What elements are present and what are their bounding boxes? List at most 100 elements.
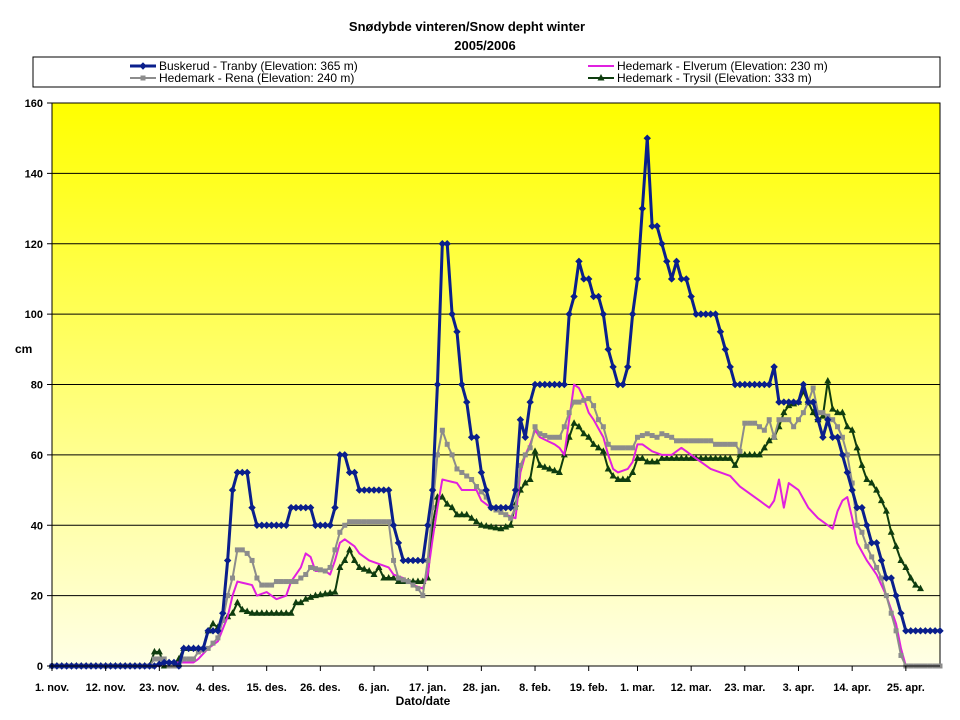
data-point xyxy=(526,398,534,406)
data-point xyxy=(209,627,217,635)
data-point xyxy=(614,380,622,389)
data-point xyxy=(384,486,393,494)
data-point xyxy=(434,452,440,458)
data-point xyxy=(477,521,485,528)
data-point xyxy=(508,515,514,521)
data-point xyxy=(511,486,520,494)
data-point xyxy=(838,451,847,459)
data-point xyxy=(516,415,525,424)
data-point xyxy=(624,475,632,483)
data-point xyxy=(761,427,767,433)
x-tick-label: 19. feb. xyxy=(570,682,608,694)
data-point xyxy=(780,398,788,406)
data-point xyxy=(726,363,734,371)
data-point xyxy=(843,422,851,430)
data-point xyxy=(575,257,583,266)
x-tick-label: 28. jan. xyxy=(463,682,500,694)
data-point xyxy=(765,380,773,389)
data-point xyxy=(677,275,686,283)
data-point xyxy=(829,405,837,412)
data-point xyxy=(555,468,563,475)
data-point xyxy=(292,503,300,512)
data-point xyxy=(438,240,447,248)
data-point xyxy=(472,517,480,525)
data-point xyxy=(786,417,792,423)
data-point xyxy=(277,609,285,616)
data-point xyxy=(346,545,354,553)
data-point xyxy=(609,363,617,371)
data-point xyxy=(316,521,325,529)
data-point xyxy=(854,522,860,528)
data-point xyxy=(307,593,315,600)
data-point xyxy=(921,627,930,635)
y-tick-label: 20 xyxy=(31,591,43,603)
data-point xyxy=(311,521,320,529)
data-point xyxy=(916,627,925,635)
data-point xyxy=(345,468,354,477)
data-point xyxy=(844,452,850,458)
data-point xyxy=(673,454,681,461)
data-point xyxy=(366,519,372,525)
data-point xyxy=(342,522,348,528)
data-point xyxy=(448,310,456,318)
data-point xyxy=(619,475,627,483)
data-point xyxy=(405,579,411,585)
x-axis-label: Dato/date xyxy=(396,694,451,708)
data-point xyxy=(229,609,237,616)
data-point xyxy=(692,310,700,318)
data-point xyxy=(599,447,607,454)
data-point xyxy=(839,434,845,440)
data-point xyxy=(370,486,378,494)
data-point xyxy=(497,524,505,532)
data-point xyxy=(272,521,281,529)
data-point xyxy=(233,468,242,477)
data-point xyxy=(423,521,432,529)
data-point xyxy=(585,433,593,440)
data-point xyxy=(643,134,651,142)
data-point xyxy=(555,380,564,389)
data-point xyxy=(863,521,871,529)
data-point xyxy=(687,454,695,461)
data-point xyxy=(352,519,358,525)
data-point xyxy=(898,652,904,658)
data-point xyxy=(878,575,884,581)
x-tick-label: 4. des. xyxy=(196,682,230,694)
data-point xyxy=(589,292,598,301)
data-point xyxy=(887,528,895,535)
data-point xyxy=(571,399,577,405)
data-point xyxy=(849,480,855,486)
data-point xyxy=(410,582,416,588)
data-point xyxy=(902,563,910,570)
data-point xyxy=(576,399,582,405)
data-point xyxy=(487,503,495,512)
data-point xyxy=(375,563,383,570)
data-point xyxy=(425,557,431,563)
data-point xyxy=(907,574,915,581)
data-point xyxy=(799,380,808,389)
data-point xyxy=(277,521,286,529)
data-point xyxy=(707,454,715,461)
data-point xyxy=(238,468,246,477)
data-point xyxy=(326,588,334,596)
data-point xyxy=(556,434,562,440)
data-point xyxy=(317,567,323,573)
data-point xyxy=(513,505,519,511)
data-point xyxy=(658,240,666,248)
data-point xyxy=(858,503,866,512)
data-point xyxy=(638,454,646,461)
data-point xyxy=(381,519,387,525)
data-point xyxy=(936,627,944,635)
x-tick-labels: 1. nov. 12. nov. 23. nov. 4. des. 15. des. 26… xyxy=(35,682,925,694)
data-point xyxy=(537,431,543,437)
data-point xyxy=(459,469,465,475)
data-point xyxy=(389,521,398,529)
data-point xyxy=(312,566,318,572)
data-point xyxy=(360,486,368,494)
data-point xyxy=(415,586,421,592)
data-point xyxy=(551,466,559,474)
data-point xyxy=(547,434,553,440)
data-point xyxy=(570,292,578,301)
data-point xyxy=(711,310,720,318)
x-tick-label: 23. mar. xyxy=(724,682,765,694)
data-point xyxy=(186,656,192,662)
